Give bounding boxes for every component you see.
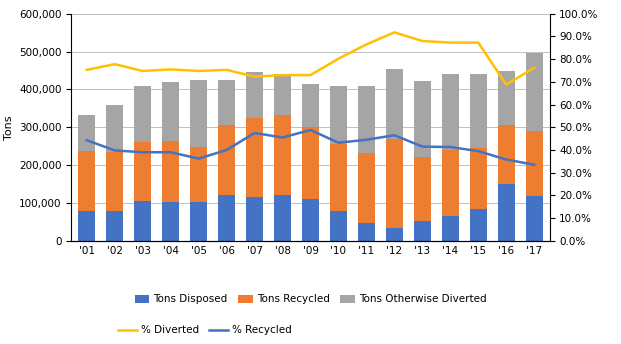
Bar [162, 140, 179, 202]
Bar [442, 150, 459, 216]
Bar [386, 228, 403, 241]
% Diverted [251, 75, 258, 79]
Y-axis label: Tons: Tons [4, 115, 14, 140]
% Diverted [474, 41, 482, 45]
Bar [386, 139, 403, 228]
Bar [78, 115, 95, 151]
% Diverted [279, 73, 286, 77]
Legend: % Diverted, % Recycled: % Diverted, % Recycled [118, 325, 292, 335]
% Diverted [502, 83, 510, 87]
% Recycled [474, 149, 482, 153]
% Recycled [279, 136, 286, 140]
Bar [526, 131, 543, 196]
Bar [190, 80, 207, 147]
% Diverted [530, 66, 538, 70]
Bar [526, 196, 543, 241]
Bar [302, 84, 319, 127]
% Recycled [419, 144, 426, 149]
Bar [358, 223, 375, 241]
Bar [302, 199, 319, 241]
% Recycled [167, 150, 175, 154]
% Recycled [391, 133, 398, 137]
Bar [414, 157, 431, 221]
Bar [414, 81, 431, 157]
Bar [442, 74, 459, 150]
Bar [246, 197, 263, 241]
Bar [526, 53, 543, 131]
Bar [106, 105, 123, 152]
Bar [498, 125, 515, 184]
% Recycled [446, 145, 454, 149]
% Diverted [307, 73, 314, 77]
% Recycled [195, 157, 202, 161]
Bar [274, 195, 291, 241]
Line: % Recycled: % Recycled [87, 130, 534, 165]
Bar [330, 211, 347, 241]
Line: % Diverted: % Diverted [87, 32, 534, 85]
Bar [330, 86, 347, 144]
% Diverted [83, 68, 91, 72]
% Recycled [139, 150, 147, 154]
Bar [358, 86, 375, 153]
Bar [218, 80, 235, 125]
Bar [274, 74, 291, 115]
% Recycled [502, 158, 510, 162]
Bar [162, 202, 179, 241]
Bar [106, 152, 123, 211]
% Diverted [363, 42, 370, 46]
Bar [134, 201, 151, 241]
Bar [386, 69, 403, 139]
Bar [190, 147, 207, 202]
Bar [190, 202, 207, 241]
Bar [442, 216, 459, 241]
Bar [246, 118, 263, 197]
% Recycled [251, 131, 258, 135]
Bar [470, 74, 487, 148]
% Diverted [419, 39, 426, 43]
% Diverted [111, 62, 119, 66]
% Diverted [446, 41, 454, 45]
Bar [134, 142, 151, 201]
Bar [134, 86, 151, 142]
% Diverted [391, 30, 398, 34]
Bar [162, 82, 179, 140]
Bar [414, 221, 431, 241]
Bar [330, 144, 347, 211]
Bar [106, 211, 123, 241]
% Recycled [111, 148, 119, 152]
% Recycled [530, 163, 538, 167]
% Diverted [335, 57, 342, 61]
% Recycled [83, 138, 91, 142]
% Recycled [335, 141, 342, 145]
Bar [218, 125, 235, 195]
Bar [470, 148, 487, 208]
% Recycled [363, 138, 370, 142]
Bar [498, 184, 515, 241]
Bar [302, 127, 319, 199]
% Diverted [195, 69, 202, 73]
% Diverted [139, 69, 147, 73]
Bar [218, 195, 235, 241]
Bar [358, 153, 375, 223]
Bar [78, 151, 95, 211]
% Diverted [167, 67, 175, 72]
Bar [246, 72, 263, 118]
Bar [498, 71, 515, 125]
Bar [470, 208, 487, 241]
Bar [274, 115, 291, 195]
% Recycled [307, 128, 314, 132]
Legend: Tons Disposed, Tons Recycled, Tons Otherwise Diverted: Tons Disposed, Tons Recycled, Tons Other… [135, 294, 486, 304]
% Recycled [223, 148, 230, 152]
% Diverted [223, 68, 230, 72]
Bar [78, 211, 95, 241]
